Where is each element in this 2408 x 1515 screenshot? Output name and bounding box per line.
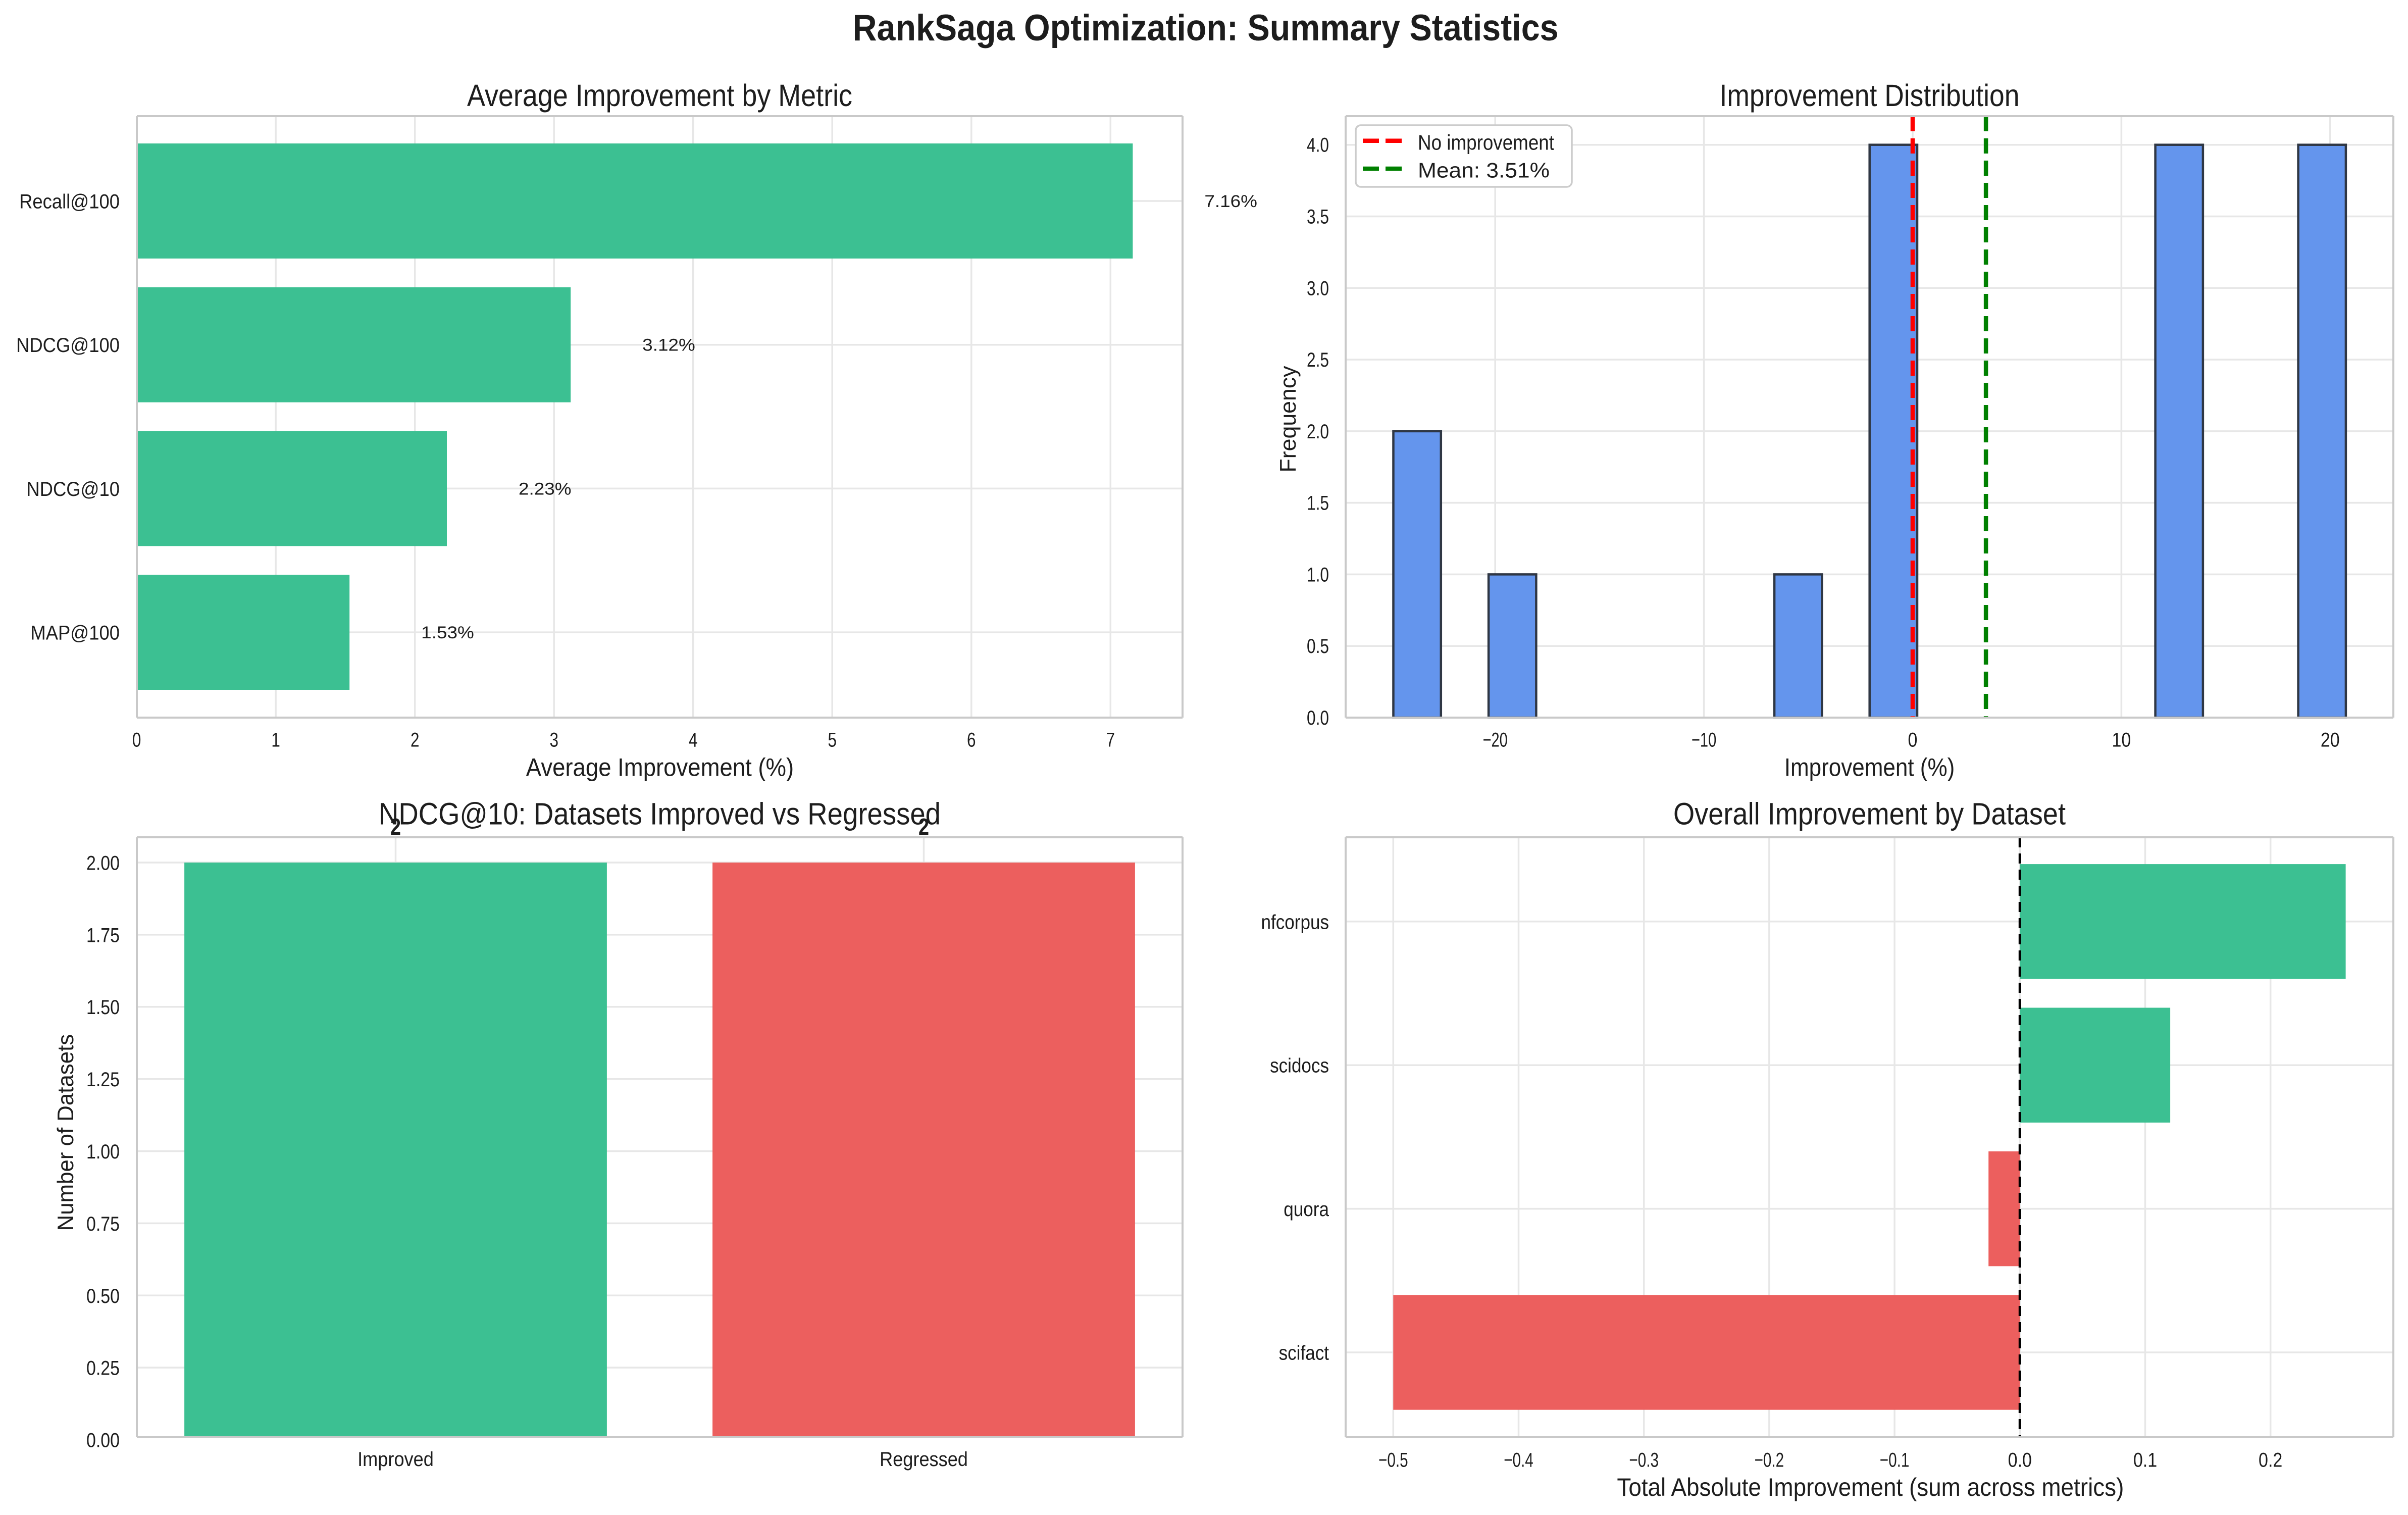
svg-text:1.5: 1.5	[1307, 492, 1329, 515]
svg-text:3.12%: 3.12%	[642, 336, 695, 355]
svg-text:3.0: 3.0	[1307, 277, 1329, 299]
svg-text:1.50: 1.50	[86, 996, 120, 1019]
svg-text:2: 2	[390, 814, 401, 840]
svg-text:0.25: 0.25	[86, 1357, 120, 1380]
svg-text:0.1: 0.1	[2133, 1449, 2157, 1472]
svg-text:Improvement Distribution: Improvement Distribution	[1720, 78, 2020, 113]
svg-text:−0.2: −0.2	[1755, 1449, 1784, 1472]
svg-text:Recall@100: Recall@100	[19, 191, 120, 213]
svg-text:Frequency: Frequency	[1276, 366, 1301, 473]
svg-text:1.00: 1.00	[86, 1141, 120, 1163]
svg-text:3.5: 3.5	[1307, 206, 1329, 228]
svg-text:nfcorpus: nfcorpus	[1261, 911, 1329, 933]
svg-text:Regressed: Regressed	[880, 1448, 968, 1471]
svg-text:7.16%: 7.16%	[1204, 192, 1257, 211]
svg-text:5: 5	[828, 729, 837, 751]
svg-text:Total Absolute Improvement (su: Total Absolute Improvement (sum across m…	[1617, 1473, 2124, 1501]
svg-text:2.5: 2.5	[1307, 349, 1329, 371]
svg-text:0: 0	[132, 729, 141, 751]
svg-text:2.00: 2.00	[86, 852, 120, 875]
svg-text:0.00: 0.00	[86, 1430, 120, 1452]
svg-text:MAP@100: MAP@100	[30, 622, 120, 644]
svg-text:−0.3: −0.3	[1629, 1449, 1659, 1472]
svg-text:10: 10	[2112, 729, 2131, 751]
svg-text:NDCG@100: NDCG@100	[16, 334, 120, 357]
svg-text:−0.1: −0.1	[1880, 1449, 1910, 1472]
svg-text:−20: −20	[1483, 729, 1508, 751]
svg-text:2.23%: 2.23%	[519, 479, 572, 498]
svg-text:0: 0	[1908, 729, 1918, 751]
svg-text:1.0: 1.0	[1307, 564, 1329, 586]
svg-text:No improvement: No improvement	[1418, 131, 1554, 155]
svg-text:Improvement (%): Improvement (%)	[1784, 753, 1955, 781]
svg-text:20: 20	[2321, 729, 2340, 751]
svg-text:1.75: 1.75	[86, 924, 120, 946]
svg-text:Improved: Improved	[357, 1448, 434, 1471]
svg-text:0.0: 0.0	[1307, 707, 1329, 729]
svg-text:2: 2	[918, 814, 929, 840]
svg-text:0.0: 0.0	[2008, 1449, 2032, 1472]
svg-text:1.53%: 1.53%	[421, 623, 474, 642]
svg-text:0.2: 0.2	[2259, 1449, 2282, 1472]
svg-text:7: 7	[1106, 729, 1115, 751]
svg-text:quora: quora	[1284, 1198, 1329, 1221]
svg-text:Average Improvement (%): Average Improvement (%)	[526, 753, 794, 781]
svg-text:3: 3	[549, 729, 558, 751]
svg-text:0.50: 0.50	[86, 1285, 120, 1307]
svg-text:Average Improvement by Metric: Average Improvement by Metric	[467, 78, 852, 113]
svg-text:Overall Improvement by Dataset: Overall Improvement by Dataset	[1673, 797, 2066, 831]
svg-text:RankSaga Optimization: Summary: RankSaga Optimization: Summary Statistic…	[853, 8, 1559, 48]
svg-text:Mean: 3.51%: Mean: 3.51%	[1418, 159, 1550, 182]
svg-text:−0.5: −0.5	[1378, 1449, 1408, 1472]
svg-text:scifact: scifact	[1279, 1342, 1329, 1365]
svg-text:Number of Datasets: Number of Datasets	[54, 1034, 78, 1231]
svg-text:scidocs: scidocs	[1270, 1055, 1329, 1077]
svg-text:0.5: 0.5	[1307, 635, 1329, 658]
svg-text:−10: −10	[1692, 729, 1716, 751]
svg-text:2: 2	[411, 729, 420, 751]
svg-text:4: 4	[689, 729, 698, 751]
svg-text:0.75: 0.75	[86, 1213, 120, 1235]
svg-text:NDCG@10: Datasets Improved vs: NDCG@10: Datasets Improved vs Regressed	[379, 797, 941, 831]
svg-text:6: 6	[967, 729, 976, 751]
svg-text:1: 1	[271, 729, 280, 751]
svg-text:NDCG@10: NDCG@10	[26, 478, 120, 500]
svg-text:−0.4: −0.4	[1504, 1449, 1533, 1472]
svg-text:4.0: 4.0	[1307, 134, 1329, 157]
svg-text:1.25: 1.25	[86, 1069, 120, 1091]
svg-text:2.0: 2.0	[1307, 421, 1329, 443]
